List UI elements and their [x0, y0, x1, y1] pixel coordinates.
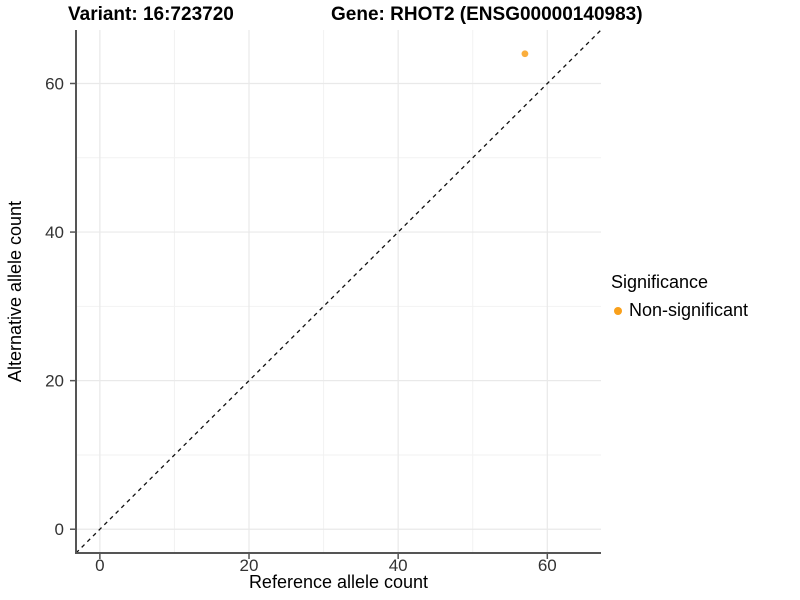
legend-item: Non-significant	[611, 300, 748, 321]
y-tick-label: 60	[45, 74, 64, 93]
y-tick-label: 40	[45, 223, 64, 242]
data-point[interactable]	[521, 50, 529, 58]
legend-point-icon	[614, 306, 622, 315]
variant-title: Variant: 16:723720	[68, 4, 234, 25]
legend: Significance Non-significant	[611, 272, 748, 321]
y-axis-title: Alternative allele count	[5, 200, 25, 383]
x-tick-label: 40	[389, 556, 408, 575]
identity-dashed-line	[75, 29, 602, 554]
legend-title: Significance	[611, 272, 709, 292]
legend-item-label: Non-significant	[629, 300, 749, 320]
y-tick-label: 20	[45, 372, 64, 391]
y-tick-label: 0	[55, 520, 64, 539]
x-axis-title: Reference allele count	[248, 572, 429, 592]
x-tick-label: 0	[95, 556, 104, 575]
x-tick-label: 60	[538, 556, 557, 575]
gene-title: Gene: RHOT2 (ENSG00000140983)	[331, 4, 643, 25]
x-tick-label: 20	[240, 556, 259, 575]
